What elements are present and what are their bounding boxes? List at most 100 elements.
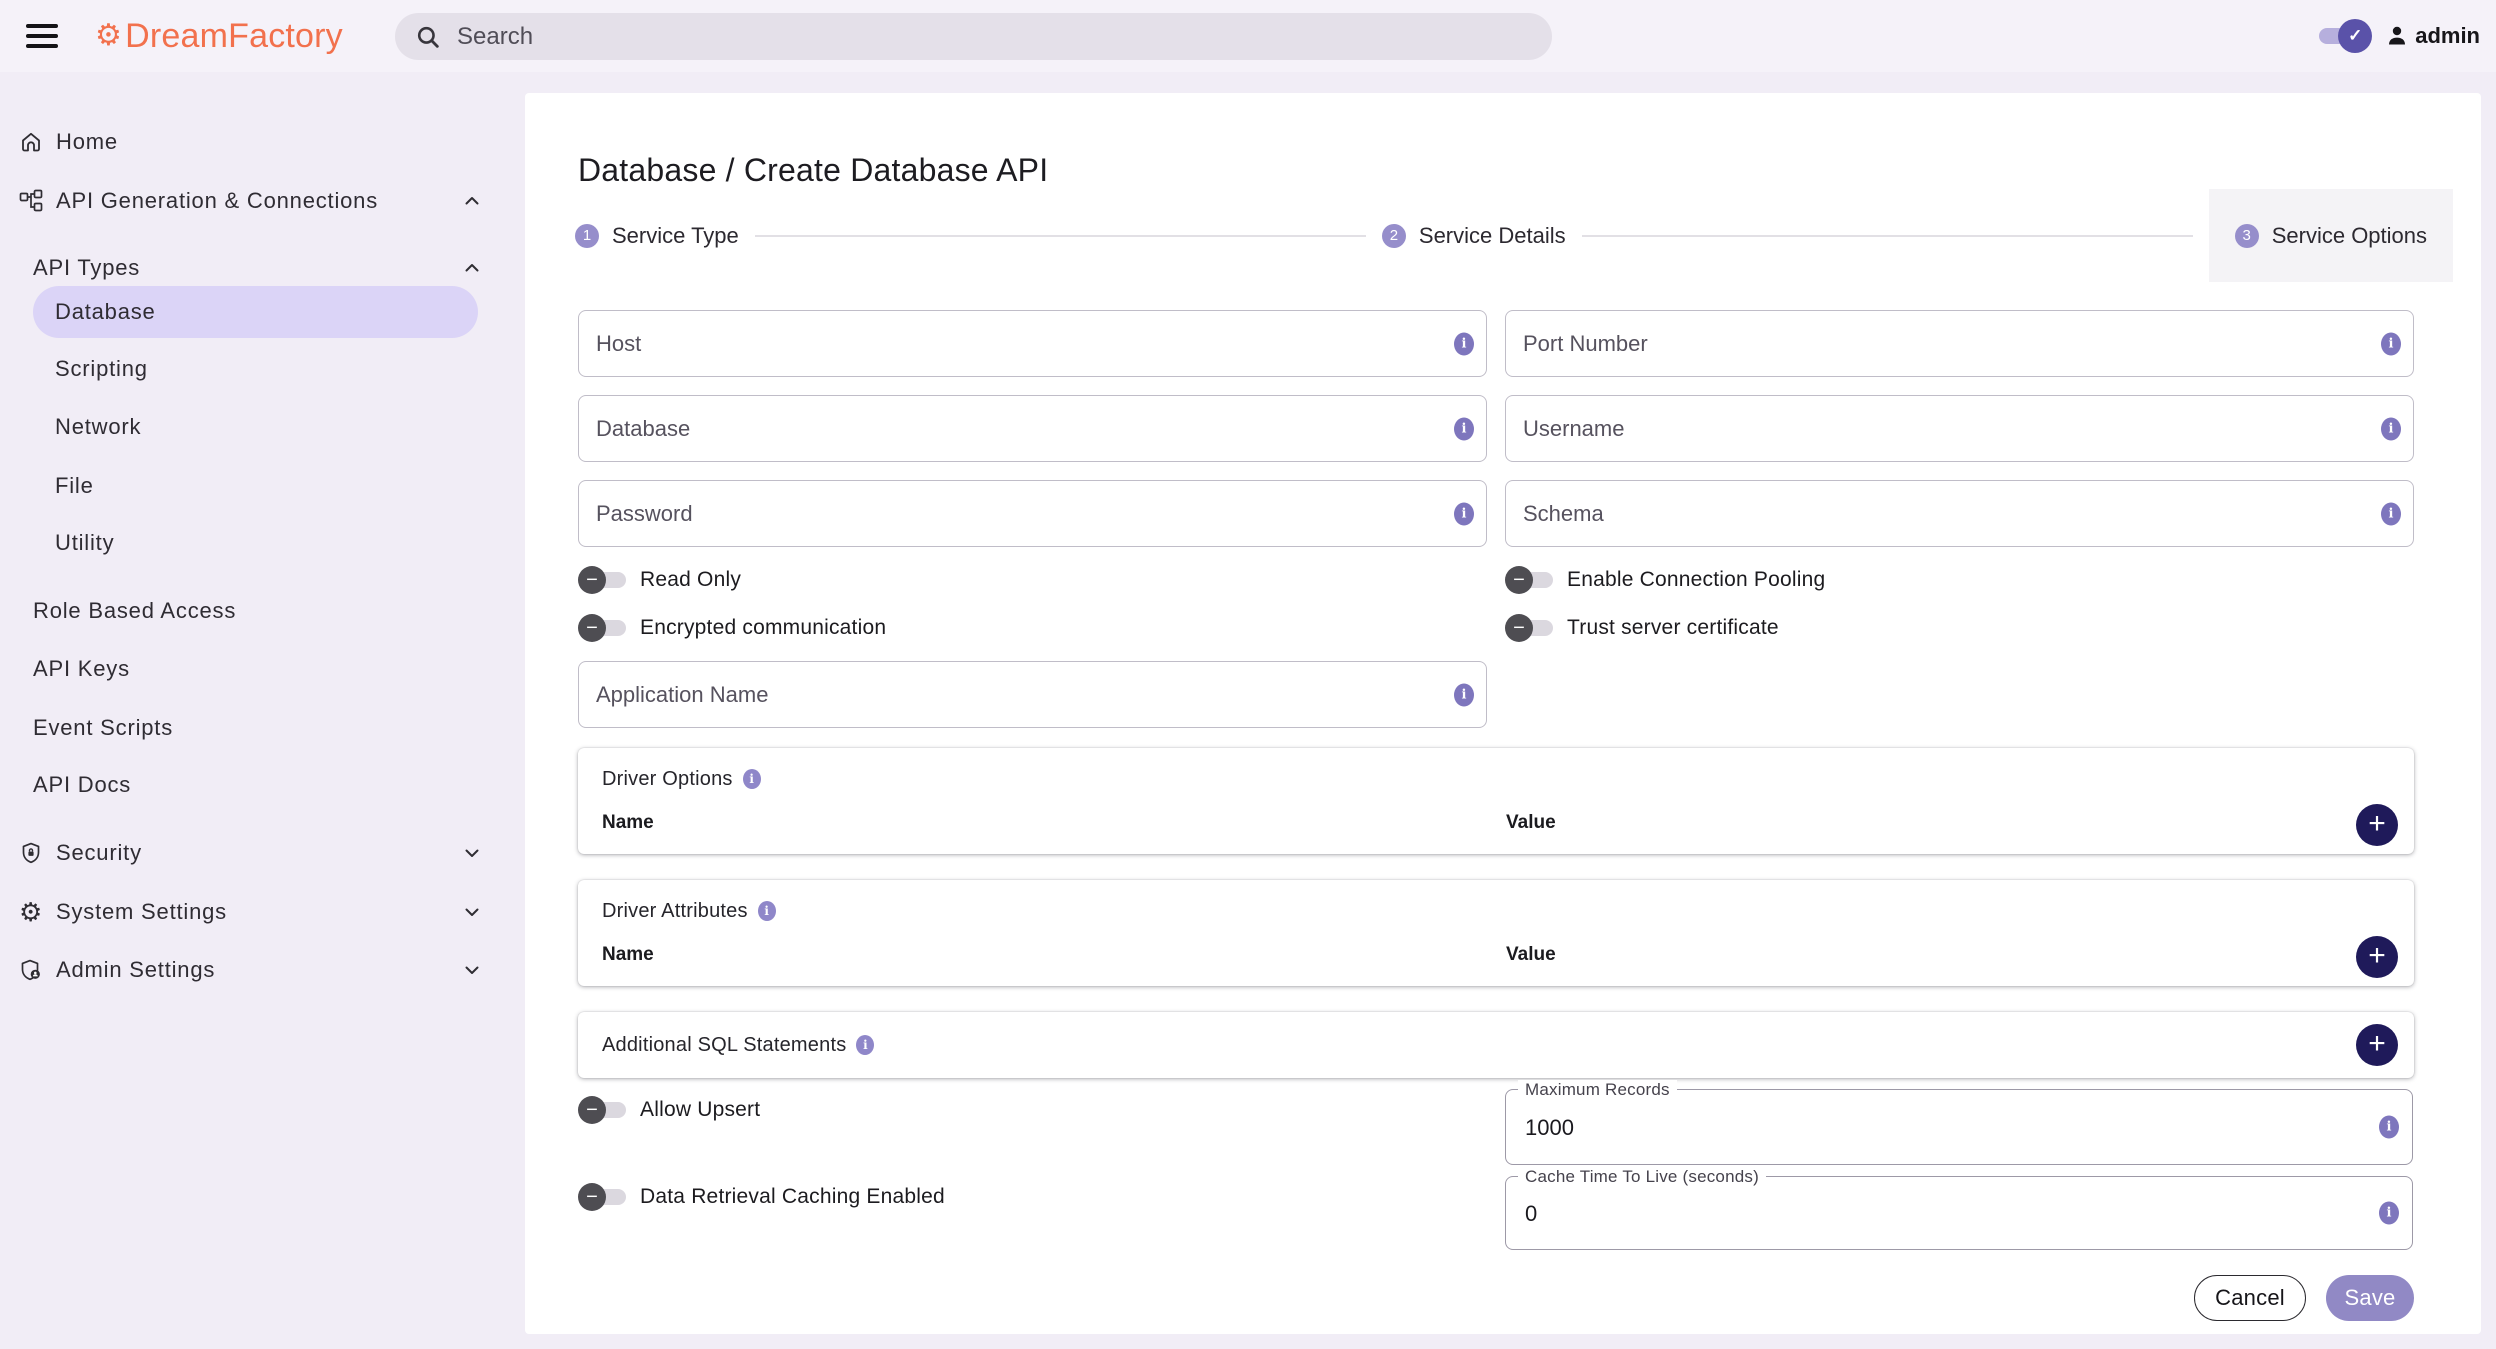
step-service-options[interactable]: 3 Service Options: [2208, 189, 2454, 282]
encrypted-communication-toggle[interactable]: [578, 613, 628, 643]
sidebar-item-scripting[interactable]: Scripting: [0, 345, 525, 393]
column-header-value: Value: [1506, 944, 1556, 965]
save-button[interactable]: Save: [2326, 1275, 2414, 1321]
port-field: [1505, 310, 2414, 377]
info-icon[interactable]: [1454, 332, 1474, 355]
info-icon[interactable]: [742, 769, 761, 789]
step-number: 1: [575, 223, 599, 248]
step-service-details[interactable]: 2 Service Details: [1381, 222, 1566, 249]
read-only-toggle[interactable]: [578, 565, 628, 595]
add-driver-option-button[interactable]: [2356, 804, 2398, 846]
step-service-type[interactable]: 1 Service Type: [575, 223, 739, 249]
sidebar-item-database[interactable]: Database: [33, 286, 478, 338]
chevron-down-icon: [461, 959, 483, 981]
maximum-records-input[interactable]: [1523, 1090, 2348, 1166]
info-icon[interactable]: [856, 1035, 875, 1055]
sidebar-item-api-keys[interactable]: API Keys: [0, 645, 525, 693]
minus-icon: [578, 1183, 606, 1211]
search-bar: [395, 13, 1552, 60]
cancel-button[interactable]: Cancel: [2194, 1275, 2306, 1321]
add-sql-statement-button[interactable]: [2356, 1024, 2398, 1066]
sidebar-item-security[interactable]: Security: [0, 829, 525, 877]
minus-icon: [1505, 566, 1533, 594]
info-icon[interactable]: [1454, 417, 1474, 440]
sidebar: Home API Generation & Connections API Ty…: [0, 72, 525, 1349]
user-menu[interactable]: admin: [2385, 23, 2480, 49]
toggle-label: Data Retrieval Caching Enabled: [640, 1185, 945, 1208]
password-input[interactable]: [578, 480, 1487, 547]
minus-icon: [1505, 614, 1533, 642]
toggle-label: Read Only: [640, 568, 742, 591]
sidebar-item-role-based-access[interactable]: Role Based Access: [0, 587, 525, 635]
card-title: Additional SQL Statements: [602, 1033, 847, 1056]
theme-toggle[interactable]: [2316, 19, 2373, 53]
trust-server-certificate-toggle[interactable]: [1505, 613, 1555, 643]
password-field: [578, 480, 1487, 547]
shield-lock-icon: [18, 840, 44, 866]
info-icon[interactable]: [2381, 417, 2401, 440]
sidebar-item-label: Utility: [55, 530, 115, 555]
service-options-form: Read Only Enable Connection Pooling Encr…: [578, 310, 2414, 728]
page-title: Database / Create Database API: [578, 152, 1049, 189]
api-connections-icon: [18, 188, 44, 214]
enable-connection-pooling-toggle[interactable]: [1505, 565, 1555, 595]
info-icon[interactable]: [2379, 1201, 2399, 1225]
sidebar-item-admin-settings[interactable]: Admin Settings: [0, 946, 525, 994]
schema-input[interactable]: [1505, 480, 2414, 547]
encrypted-communication-toggle-row: Encrypted communication: [578, 613, 1487, 643]
column-header-name: Name: [602, 944, 654, 965]
gear-logo-icon: ⚙: [95, 19, 123, 52]
database-field: [578, 395, 1487, 462]
sidebar-item-home[interactable]: Home: [0, 118, 525, 166]
chevron-down-icon: [461, 901, 483, 923]
search-icon: [415, 24, 441, 50]
sidebar-item-api-types[interactable]: API Types: [0, 244, 525, 292]
menu-icon[interactable]: [26, 19, 58, 53]
username-input[interactable]: [1505, 395, 2414, 462]
info-icon[interactable]: [1454, 683, 1474, 706]
sidebar-item-label: System Settings: [56, 899, 227, 924]
main-panel: Database / Create Database API 1 Service…: [525, 93, 2481, 1334]
data-retrieval-caching-toggle[interactable]: [578, 1182, 628, 1212]
info-icon[interactable]: [2381, 332, 2401, 355]
column-header-value: Value: [1506, 812, 1556, 833]
info-icon[interactable]: [2381, 502, 2401, 525]
column-header-name: Name: [602, 812, 654, 833]
sidebar-item-api-docs[interactable]: API Docs: [0, 761, 525, 809]
driver-options-card: Driver Options Name Value: [578, 748, 2414, 854]
host-field: [578, 310, 1487, 377]
info-icon[interactable]: [1454, 502, 1474, 525]
sidebar-item-api-generation[interactable]: API Generation & Connections: [0, 177, 525, 225]
chevron-up-icon: [461, 257, 483, 279]
step-connector: [754, 234, 1366, 237]
sidebar-item-system-settings[interactable]: ⚙ System Settings: [0, 888, 525, 936]
sidebar-item-label: Home: [56, 129, 118, 154]
allow-upsert-toggle[interactable]: [578, 1095, 628, 1125]
schema-field: [1505, 480, 2414, 547]
sidebar-item-file[interactable]: File: [0, 462, 525, 510]
step-label: Service Type: [612, 222, 739, 248]
host-input[interactable]: [578, 310, 1487, 377]
database-input[interactable]: [578, 395, 1487, 462]
toggle-label: Trust server certificate: [1567, 616, 1779, 639]
application-name-input[interactable]: [578, 661, 1487, 728]
sidebar-item-label: Event Scripts: [33, 715, 174, 740]
info-icon[interactable]: [757, 901, 776, 921]
sidebar-item-label: Security: [56, 840, 142, 865]
trust-server-certificate-toggle-row: Trust server certificate: [1505, 613, 2414, 643]
info-icon[interactable]: [2379, 1115, 2399, 1139]
toggle-label: Allow Upsert: [640, 1098, 761, 1121]
sidebar-item-label: Role Based Access: [33, 598, 237, 623]
step-label: Service Details: [1418, 222, 1566, 248]
port-input[interactable]: [1505, 310, 2414, 377]
sidebar-item-network[interactable]: Network: [0, 403, 525, 451]
topbar-right: admin: [2316, 0, 2480, 72]
sidebar-item-utility[interactable]: Utility: [0, 519, 525, 567]
dreamfactory-logo[interactable]: ⚙ DreamFactory: [95, 0, 343, 72]
sidebar-item-event-scripts[interactable]: Event Scripts: [0, 704, 525, 752]
cache-ttl-input[interactable]: [1523, 1177, 2348, 1251]
sidebar-item-label: Admin Settings: [56, 957, 216, 982]
add-driver-attribute-button[interactable]: [2356, 936, 2398, 978]
search-input[interactable]: [455, 21, 1532, 52]
